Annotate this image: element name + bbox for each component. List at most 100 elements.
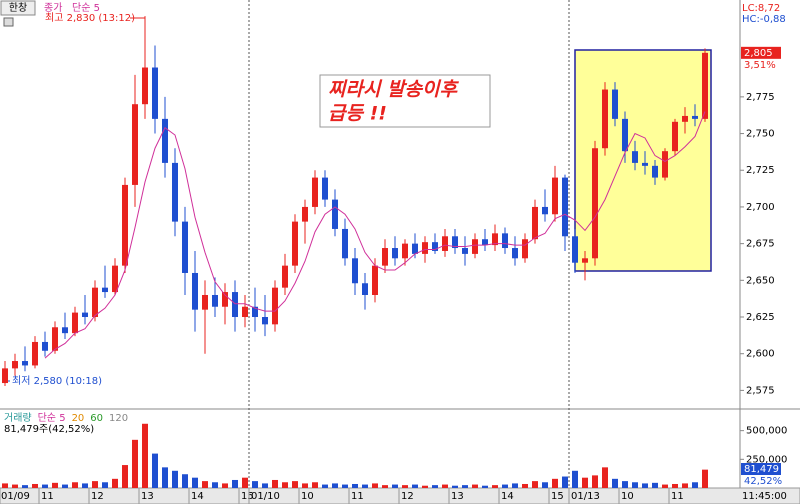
candle-body [632, 151, 638, 163]
volume-bar [612, 478, 618, 488]
candle-body [2, 368, 8, 384]
candle-body [582, 258, 588, 263]
volume-bar [632, 482, 638, 488]
annotation: 찌라시 발송이후 [328, 79, 459, 101]
volume-bar [482, 485, 488, 488]
candle-body [432, 242, 438, 251]
price-label: 2,805 [744, 48, 773, 59]
volume-bar [192, 477, 198, 488]
volume-bar [402, 485, 408, 488]
volume-bar [392, 484, 398, 488]
volume-bar [662, 484, 668, 488]
candle-body [482, 239, 488, 246]
button[interactable] [0, 0, 36, 16]
volume-bar [72, 482, 78, 488]
candle-body [52, 327, 58, 351]
volume-bar [342, 484, 348, 488]
candle-body [192, 272, 198, 310]
volume-bar [462, 485, 468, 488]
hc-label: HC:-0,88 [742, 14, 786, 25]
candle-body [342, 228, 348, 259]
candle-body [322, 177, 328, 200]
volume-bar [522, 483, 528, 488]
volume-bar [512, 483, 518, 488]
volume-bar [22, 485, 28, 488]
volume-bar [222, 483, 228, 488]
volume-label-box [741, 463, 781, 475]
y-tick-label: 2,600 [746, 349, 775, 360]
candle-body [352, 258, 358, 284]
candle-body [512, 248, 518, 259]
annotation: 급등 !! [328, 103, 387, 125]
candle-body [122, 184, 128, 266]
candle-body [82, 312, 88, 318]
icon[interactable] [3, 17, 14, 27]
volume-bar [372, 483, 378, 488]
volume-legend: 120 [109, 413, 128, 424]
x-tick-label: 12 [91, 491, 104, 502]
button-label[interactable]: 한창 [9, 2, 27, 14]
candle-body [162, 118, 168, 163]
x-tick-label: 11 [671, 491, 684, 502]
x-tick-label: 10 [301, 491, 314, 502]
volume-bar [112, 478, 118, 488]
candle-body [112, 265, 118, 293]
x-tick-label: 11 [351, 491, 364, 502]
volume-bar [312, 482, 318, 488]
candle-body [572, 236, 578, 263]
volume-bar [2, 483, 8, 488]
candle-body [232, 292, 238, 318]
volume-bar [232, 479, 238, 488]
x-tick-label: 10 [621, 491, 634, 502]
x-tick-label: 15 [241, 491, 254, 502]
volume-bar [572, 470, 578, 488]
y-tick-label: 2,650 [746, 275, 775, 286]
volume-current: 81,479 [744, 464, 779, 475]
volume-bar [202, 481, 208, 488]
volume-bar [352, 483, 358, 488]
volume-bar [182, 474, 188, 488]
candle-body [462, 248, 468, 254]
volume-bar [682, 483, 688, 488]
candle-body [222, 292, 228, 307]
volume-bar [292, 481, 298, 488]
y-tick-label: 2,675 [746, 239, 775, 250]
volume-info: 81,479주(42,52%) [4, 424, 94, 435]
y-tick-label: 2,625 [746, 312, 775, 323]
time-label: 11:45:00 [742, 491, 787, 502]
low-label: 최저 2,580 (10:18) [12, 375, 102, 387]
x-tick-label: 13 [141, 491, 154, 502]
volume-bar [642, 483, 648, 488]
candle-body [702, 52, 708, 119]
candle-body [252, 306, 258, 318]
volume-bar [122, 465, 128, 488]
volume-bar [692, 482, 698, 488]
candle-body [562, 177, 568, 237]
annotation-box [319, 74, 491, 128]
volume-bar [102, 482, 108, 488]
volume-bar [262, 483, 268, 488]
candle-body [442, 236, 448, 251]
volume-bar [252, 481, 258, 488]
volume-bar [212, 482, 218, 488]
candle-body [412, 243, 418, 254]
x-tick-label: 01/13 [571, 491, 600, 502]
candle-body [672, 121, 678, 152]
candle-body [622, 118, 628, 152]
legend-text: 종가 [44, 2, 62, 14]
volume-bar [442, 484, 448, 488]
volume-bar [42, 484, 48, 488]
y-tick-label: 2,700 [746, 202, 775, 213]
candle-body [552, 177, 558, 215]
candle-body [242, 306, 248, 318]
ma-line [44, 111, 706, 359]
candle-body [292, 221, 298, 266]
candle-body [502, 233, 508, 249]
x-tick-label: 14 [501, 491, 514, 502]
volume-bar [142, 423, 148, 488]
x-tick-label: 01/09 [1, 491, 30, 502]
candle-body [142, 67, 148, 105]
candle-body [92, 287, 98, 318]
candle-body [602, 89, 608, 149]
candle-body [452, 236, 458, 249]
